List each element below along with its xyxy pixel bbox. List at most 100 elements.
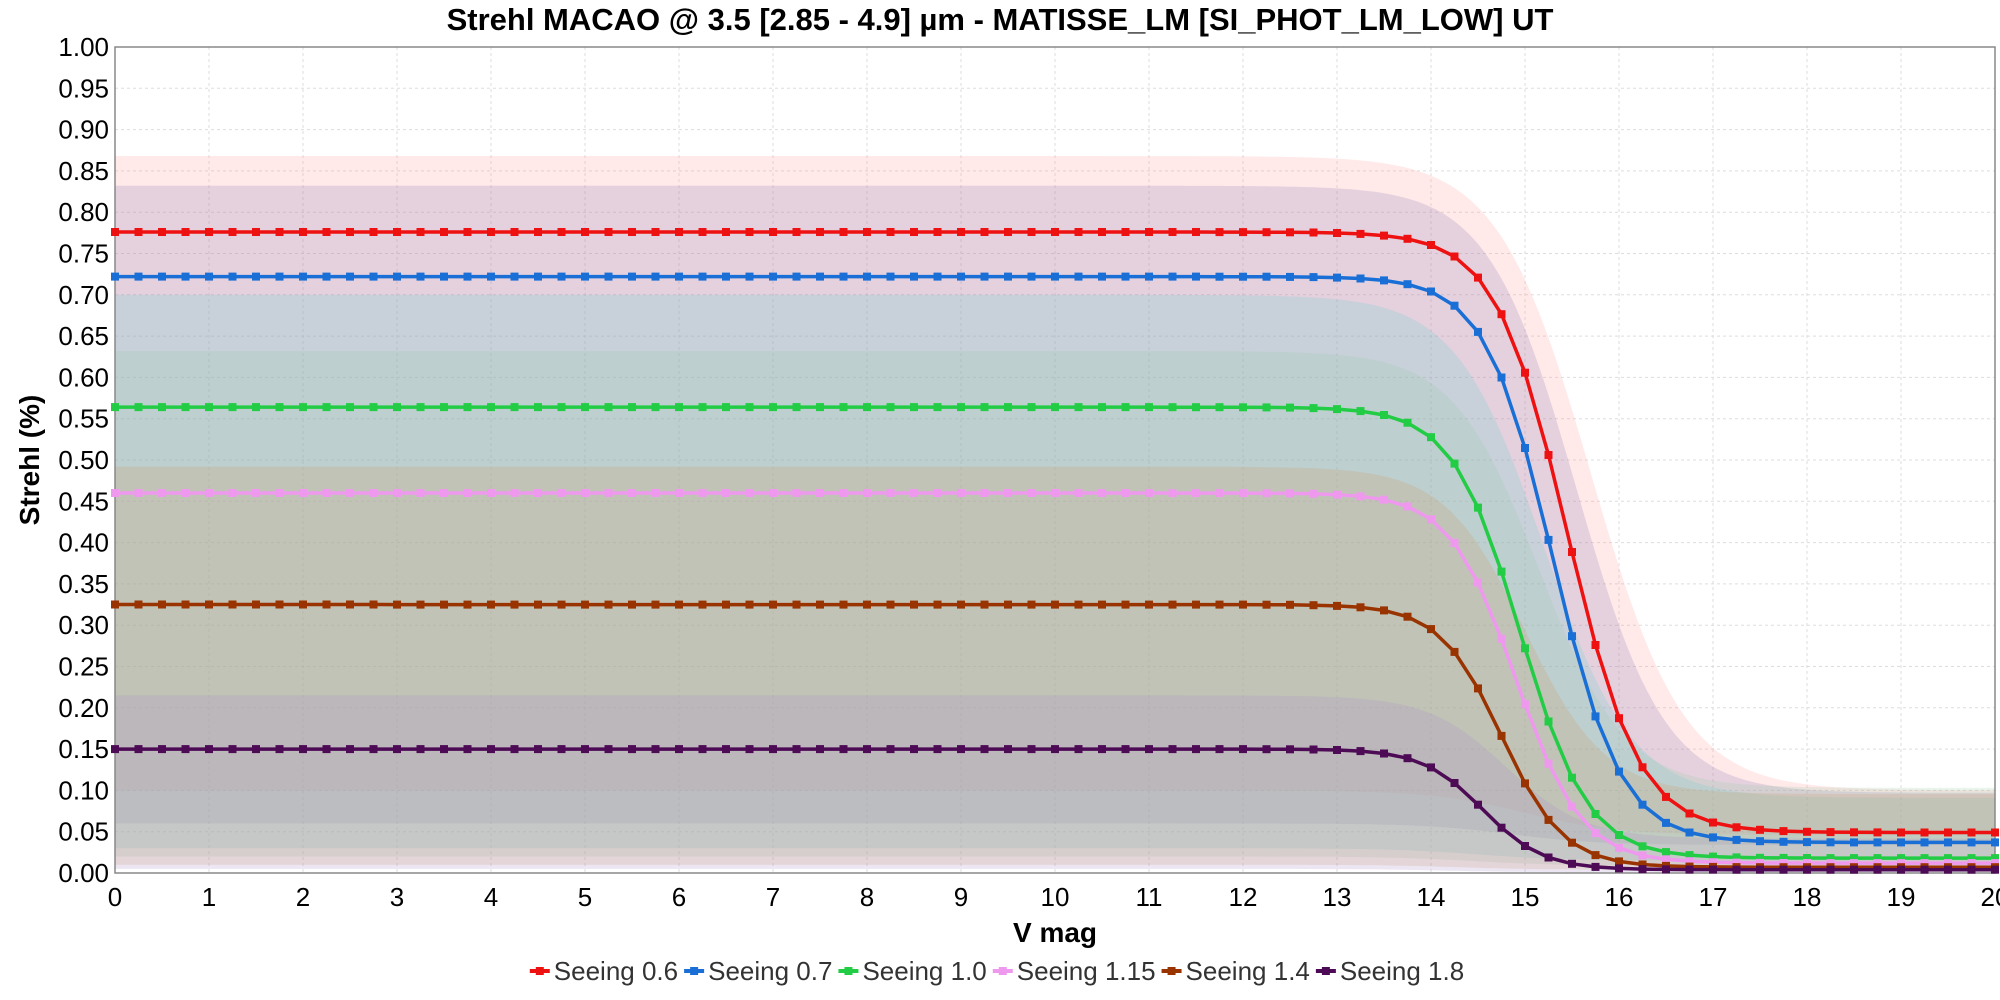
data-point [1403,234,1412,243]
data-point [792,403,801,412]
legend-item: Seeing 1.0 [838,956,987,986]
data-point [1004,600,1012,609]
band-seeing-4 [115,466,1995,870]
data-point [1662,792,1670,801]
data-point [1403,754,1412,763]
data-point [933,745,942,754]
data-point [1192,403,1200,412]
data-point [1380,411,1388,419]
data-point [1027,403,1036,412]
data-point [1215,489,1224,498]
data-point [1568,773,1576,782]
data-point [1521,700,1529,709]
data-point [581,745,589,754]
data-point [299,228,307,236]
band-seeing-2 [115,294,1995,861]
data-point [792,228,801,236]
data-point [510,403,519,412]
x-tick-label: 10 [1041,882,1070,912]
data-point [299,403,307,412]
data-point [863,228,871,236]
data-point [886,745,895,754]
data-point [322,403,331,412]
data-point [487,745,495,754]
data-point [1286,272,1294,281]
x-tick-label: 2 [296,882,310,912]
data-point [487,272,495,281]
data-point [1474,800,1482,809]
data-point [1873,838,1882,847]
data-point [769,228,777,236]
data-point [557,745,566,754]
data-point [1709,818,1717,827]
data-point [1850,838,1858,847]
legend-label: Seeing 1.8 [1340,956,1464,986]
data-point [534,745,542,754]
data-point [1380,749,1388,758]
data-point [1685,851,1694,860]
data-point [1756,837,1764,846]
data-point [205,403,213,412]
data-point [980,600,989,609]
data-point [1239,745,1247,754]
data-point [1215,600,1224,609]
data-point [1427,287,1435,296]
data-point [1356,407,1365,416]
y-tick-label: 0.35 [58,569,109,599]
data-point [1333,601,1341,610]
data-point [205,228,213,236]
data-point [111,489,119,497]
data-point [557,272,566,281]
data-point [1920,838,1929,847]
data-point [463,272,472,281]
data-point [1568,802,1576,811]
data-point [1309,601,1318,610]
data-point [1192,489,1200,498]
data-point [1638,800,1647,809]
data-point [1239,272,1247,281]
data-point [957,272,965,281]
y-tick-label: 0.25 [58,652,109,682]
data-point [1168,228,1177,236]
x-tick-label: 11 [1136,882,1163,912]
data-point [1074,489,1083,497]
data-point [1850,859,1858,868]
data-point [581,272,589,281]
data-point [228,600,237,609]
data-point [1262,403,1271,412]
data-point [745,745,754,754]
data-point [346,745,354,754]
data-point [1803,838,1811,847]
data-point [1544,451,1553,459]
data-point [980,272,989,281]
data-point [1450,647,1459,656]
data-point [933,600,942,609]
data-point [628,228,636,236]
data-point [252,403,260,412]
data-point [346,403,354,412]
y-tick-label: 0.90 [58,115,109,145]
data-point [1920,854,1929,863]
data-point [463,228,472,236]
data-point [1145,228,1153,236]
y-tick-label: 0.85 [58,156,109,186]
data-point [910,228,918,236]
data-point [369,600,378,609]
data-point [886,272,895,281]
data-point [111,745,119,754]
data-point [1897,838,1905,847]
data-point [1027,228,1036,236]
data-point [1497,310,1506,319]
data-point [1098,745,1106,754]
data-point [863,745,871,754]
data-point [651,745,660,754]
data-point [416,600,425,609]
data-point [722,228,730,236]
data-point [158,745,166,754]
data-point [839,228,848,236]
data-point [1356,274,1365,283]
data-point [1145,489,1153,497]
data-point [393,745,401,754]
band-seeing-5 [115,695,1995,873]
data-point [933,228,942,236]
